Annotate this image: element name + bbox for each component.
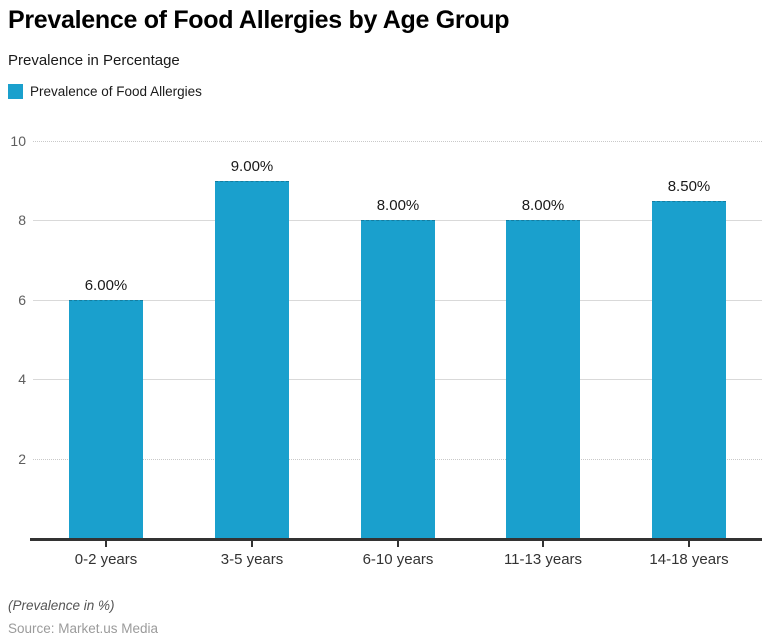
x-axis-label: 14-18 years xyxy=(649,551,729,568)
axis-tick xyxy=(105,541,107,547)
bar[interactable] xyxy=(361,220,435,538)
bar-value-label: 6.00% xyxy=(84,277,128,294)
bar-value-label: 9.00% xyxy=(230,158,274,175)
bar-value-label: 8.00% xyxy=(376,197,420,214)
chart-subtitle: Prevalence in Percentage xyxy=(8,52,180,69)
y-axis-label: 2 xyxy=(18,451,26,467)
axis-tick xyxy=(397,541,399,547)
x-axis-label: 0-2 years xyxy=(74,551,138,568)
gridline xyxy=(33,141,762,142)
y-axis-label: 4 xyxy=(18,371,26,387)
y-axis-label: 6 xyxy=(18,292,26,308)
y-axis-label: 8 xyxy=(18,212,26,228)
bar[interactable] xyxy=(69,300,143,538)
legend-swatch-icon xyxy=(8,84,23,99)
legend-label: Prevalence of Food Allergies xyxy=(30,84,202,99)
x-axis-label: 6-10 years xyxy=(362,551,434,568)
axis-tick xyxy=(542,541,544,547)
axis-unit-note: (Prevalence in %) xyxy=(8,598,115,613)
source-credit: Source: Market.us Media xyxy=(8,621,159,636)
y-axis-label: 10 xyxy=(10,133,26,149)
axis-tick xyxy=(688,541,690,547)
axis-tick xyxy=(251,541,253,547)
bar-value-label: 8.50% xyxy=(667,178,711,195)
bar[interactable] xyxy=(506,220,580,538)
chart-title: Prevalence of Food Allergies by Age Grou… xyxy=(8,6,510,34)
x-axis-label: 11-13 years xyxy=(503,551,583,568)
bar[interactable] xyxy=(215,181,289,538)
bar-value-label: 8.00% xyxy=(521,197,565,214)
bar[interactable] xyxy=(652,201,726,538)
legend-item[interactable]: Prevalence of Food Allergies xyxy=(8,84,202,99)
x-axis-label: 3-5 years xyxy=(220,551,284,568)
x-axis-line xyxy=(30,538,762,541)
